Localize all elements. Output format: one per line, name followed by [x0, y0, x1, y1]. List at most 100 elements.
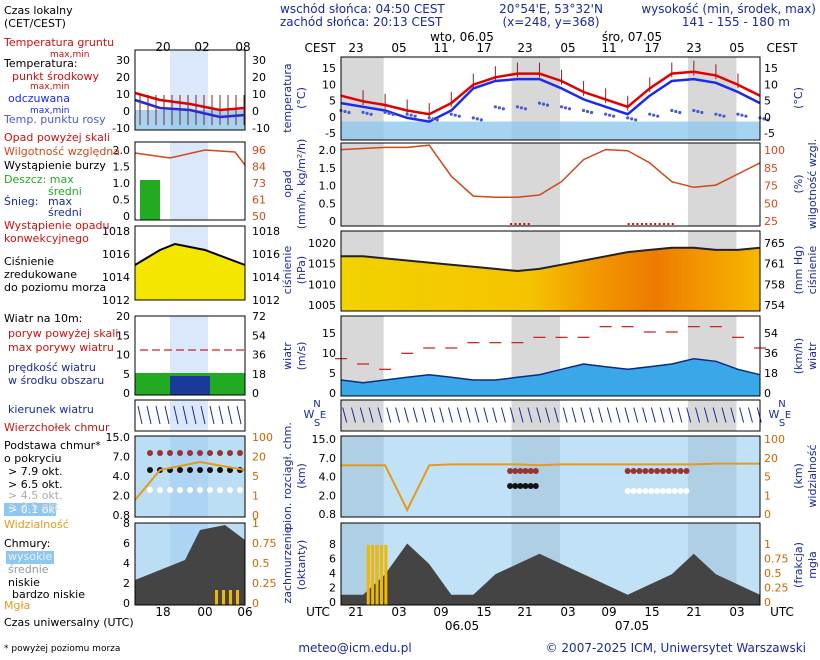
axis-tick-left: 1.0	[319, 180, 337, 193]
wind-arrow	[615, 407, 621, 423]
legend-text: Wiatr na 10m:	[4, 312, 82, 325]
mini-cb-dot	[147, 450, 153, 456]
wind-arrow	[580, 407, 586, 423]
mini-tick-right: 18	[252, 368, 266, 381]
utc-label-left: UTC	[306, 605, 330, 619]
legend-text: konwekcyjnego	[4, 232, 89, 245]
wind-arrow	[571, 407, 577, 423]
axis-tick-right: 765	[764, 237, 785, 250]
axis-tick-right: 0	[764, 508, 771, 521]
cloud-base-dot	[677, 488, 684, 494]
dew-point-dot	[369, 112, 373, 116]
mini-tick-right: 0	[252, 509, 259, 522]
temp-line	[340, 70, 761, 116]
clouds-area	[341, 543, 760, 605]
cloud-base-dot	[624, 488, 631, 494]
mini-cl-area	[135, 525, 245, 605]
dew-point-dot	[722, 114, 726, 118]
wind-arrow	[589, 407, 595, 423]
legend-text: w środku obszaru	[8, 374, 104, 387]
precip-tick	[527, 223, 530, 225]
dew-point-dot	[674, 109, 678, 114]
cloud-base-dot	[532, 468, 539, 474]
fog-bar	[379, 545, 383, 605]
legend-text: max	[48, 195, 72, 208]
wind-right-unit: (km/h)	[792, 338, 805, 374]
dew-point-dot	[626, 116, 630, 120]
mini-tick-right: 1	[252, 490, 259, 503]
mini-cb-dot	[157, 450, 163, 456]
dir-n: N	[313, 399, 320, 410]
legend-text: Mgła	[4, 599, 30, 612]
dir-w-r: W	[769, 408, 780, 421]
wind-arrow	[606, 407, 612, 423]
cloud-base-dot	[665, 488, 672, 494]
wind-arrow	[483, 407, 489, 423]
mini-tick-right: 73	[252, 177, 266, 190]
wind-arrow	[386, 407, 392, 423]
axis-tick-right: 754	[764, 299, 785, 312]
night-band	[341, 143, 384, 226]
axis-tick-left: 2.0	[319, 144, 337, 157]
mini-tick-left: 15	[116, 329, 130, 342]
bottom-tick: 21	[517, 605, 532, 619]
wind-line	[340, 357, 761, 384]
wind-arrow	[500, 407, 506, 423]
vis-title: widzialność	[806, 444, 819, 507]
mini-wind-arrow	[173, 405, 179, 425]
cb-unit: (km)	[295, 463, 308, 489]
legend-text: max,min	[50, 50, 89, 60]
fog-unit: (frakcja)	[792, 542, 805, 588]
legend-text: > 6.5 okt.	[8, 478, 63, 491]
precip-tick	[510, 223, 513, 225]
axis-tick-left: 0	[329, 215, 336, 228]
axis-tick-left: 0.8	[319, 508, 337, 521]
mini-tick-left: 1016	[102, 248, 130, 261]
cloud-base-dot	[517, 468, 524, 474]
mini-tick-right: 0.5	[252, 557, 270, 570]
pres-right-title: ciśnienie	[806, 246, 819, 295]
cloud-base-dot	[654, 468, 661, 474]
day2-label: śro, 07.05	[602, 30, 662, 44]
axis-tick-left: 5	[329, 367, 336, 380]
mini-border	[134, 141, 246, 221]
legend-text: Temp. punktu rosy	[3, 113, 106, 126]
axis-tick-right: 761	[764, 258, 785, 271]
mini-cb-dot	[207, 467, 213, 473]
utc-day2: 07.05	[615, 619, 649, 633]
dew-point-dot	[365, 111, 369, 115]
panel-border	[340, 435, 761, 518]
legend-text: zredukowane	[4, 268, 77, 281]
night-band	[687, 400, 737, 431]
bottom-tick: 09	[433, 605, 448, 619]
mini-tick-right: 54	[252, 329, 266, 342]
dew-point-dot	[343, 109, 347, 114]
okt5-swatch	[4, 503, 56, 516]
axis-tick-left: 1015	[308, 258, 336, 271]
mini-tick-left: 10	[116, 88, 130, 101]
mini-tick-right: 0	[252, 597, 259, 610]
dew-point-dot	[581, 108, 586, 113]
cloud-base-dot	[642, 468, 649, 474]
legend-text: bardzo niskie	[12, 588, 85, 601]
vis-unit: (km)	[792, 463, 805, 489]
axis-tick-left: 7.0	[319, 452, 337, 465]
mini-fog-bar	[229, 590, 232, 605]
legend-text: niskie	[8, 576, 40, 589]
axis-tick-left: 10	[322, 347, 336, 360]
axis-tick-right: 5	[764, 471, 771, 484]
fog-title: mgła	[806, 551, 819, 579]
dew-point-dot	[545, 103, 550, 107]
wind-arrow	[351, 407, 356, 423]
mini-tick-left: 30	[116, 54, 130, 67]
dir-n-r: N	[778, 399, 785, 410]
mini-tick-left: 0	[123, 597, 130, 610]
legend-text: max,min	[30, 106, 69, 116]
cest-label-right: CEST	[767, 41, 799, 55]
cloud-base-dot	[630, 468, 637, 474]
mini-bottom-tick: 06	[237, 605, 252, 619]
cloud-base-dot	[512, 468, 519, 474]
wind-arrow	[730, 407, 736, 423]
axis-tick-left: 6	[329, 553, 336, 566]
dew-point-dot	[630, 117, 634, 121]
